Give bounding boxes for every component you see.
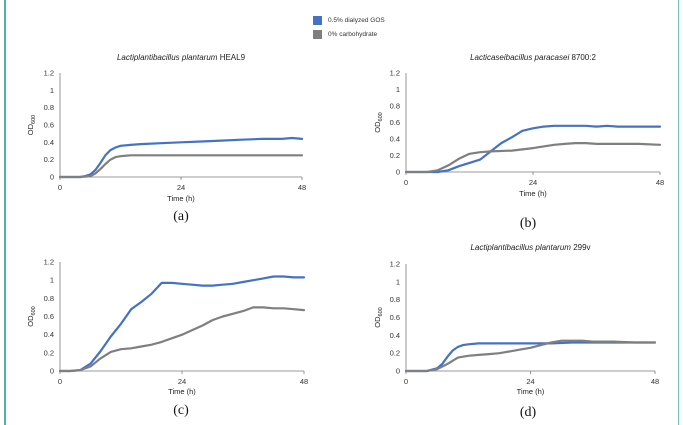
chart-a-series-line-no-carb	[58, 154, 304, 179]
chart-d-ytick-label: 0.2	[390, 349, 400, 358]
chart-c-y-axis-label: OD600	[26, 306, 37, 326]
legend-swatch-gos	[313, 16, 322, 25]
chart-b-xtick-label: 48	[656, 178, 664, 187]
chart-b-title: Lacticaseibacillus paracasei 8700:2	[470, 53, 596, 62]
chart-b-ytick-label: 1.2	[390, 69, 400, 78]
chart-a-y-axis-label: OD600	[26, 115, 37, 135]
chart-a-ytick-label: 0	[50, 173, 54, 182]
chart-b-xtick-label: 24	[529, 178, 537, 187]
chart-c-ytick-label: 0.4	[44, 330, 54, 339]
chart-b-ytick-label: 1	[396, 85, 400, 94]
legend-label-gos: 0.5% dialyzed GOS	[328, 17, 385, 24]
chart-b-y-axis-label: OD600	[373, 112, 384, 132]
chart-d-title: Lactiplantibacillus plantarum 299v	[470, 243, 590, 252]
chart-b-group: 0 0.2 0.4 0.6 0.8 1 1.2 0 24 48 Time (h) OD600 Lacti…	[373, 53, 664, 198]
chart-d-xtick-label: 24	[526, 377, 534, 386]
panel-letter-b: (b)	[519, 216, 537, 231]
chart-b-series-line-no-carb	[404, 142, 662, 174]
chart-a-ytick-label: 1.2	[44, 69, 54, 78]
chart-d-ytick-label: 1.2	[390, 260, 400, 269]
chart-b-ytick-label: 0	[396, 168, 400, 177]
chart-d-ytick-label: 0.4	[390, 331, 400, 340]
chart-a-series-line-gos	[58, 136, 304, 179]
chart-a-group: 0 0.2 0.4 0.6 0.8 1 1.2 0 24 48 Time (h) OD600 Lacti…	[26, 53, 306, 203]
chart-a-x-axis-label: Time (h)	[167, 194, 195, 203]
chart-d-xtick-label: 0	[404, 377, 408, 386]
chart-b-series-line-gos	[404, 124, 662, 174]
chart-d-ytick-label: 0.8	[390, 295, 400, 304]
chart-d-series-line-no-carb	[404, 339, 657, 373]
chart-a-ytick-label: 1	[50, 86, 54, 95]
legend-item-gos: 0.5% dialyzed GOS	[313, 16, 385, 25]
chart-b-ytick-label: 0.4	[390, 135, 400, 144]
chart-d-ytick-label: 0.6	[390, 313, 400, 322]
chart-c-ytick-label: 1.2	[44, 258, 54, 267]
frame-border-left	[4, 0, 6, 425]
chart-a-xtick-label: 48	[298, 183, 306, 192]
chart-d-x-axis-label: Time (h)	[517, 387, 545, 396]
chart-a-xtick-label: 24	[177, 183, 185, 192]
chart-c-series-line-no-carb	[58, 306, 306, 373]
legend-swatch-no-carb	[313, 30, 322, 39]
chart-d-xtick-label: 48	[651, 377, 659, 386]
panel-letter-c: (c)	[173, 403, 189, 418]
panel-letter-a: (a)	[173, 209, 189, 224]
chart-d-ytick-label: 0	[396, 367, 400, 376]
legend-label-no-carb: 0% carbohydrate	[328, 31, 378, 38]
chart-a-title: Lactiplantibacillus plantarum HEAL9	[117, 53, 246, 62]
legend-item-no-carb: 0% carbohydrate	[313, 30, 377, 39]
chart-c-xtick-label: 48	[300, 377, 308, 386]
chart-b-ytick-label: 0.8	[390, 102, 400, 111]
chart-b-ytick-label: 0.6	[390, 118, 400, 127]
chart-c-ytick-label: 0.8	[44, 294, 54, 303]
chart-b-ytick-label: 0.2	[390, 151, 400, 160]
chart-c-series-line-gos	[58, 275, 306, 373]
chart-a-xtick-label: 0	[58, 183, 62, 192]
chart-c-x-axis-label: Time (h)	[168, 387, 196, 396]
chart-c-ytick-label: 0.6	[44, 312, 54, 321]
chart-a-ytick-label: 0.4	[44, 138, 54, 147]
chart-c-ytick-label: 0.2	[44, 348, 54, 357]
chart-b-x-axis-label: Time (h)	[519, 189, 547, 198]
chart-a-ytick-label: 0.2	[44, 155, 54, 164]
chart-c-ytick-label: 1	[50, 276, 54, 285]
chart-a-ytick-label: 0.8	[44, 103, 54, 112]
chart-c-ytick-label: 0	[50, 367, 54, 376]
frame-border-right	[678, 0, 679, 425]
chart-d-ytick-label: 1	[396, 277, 400, 286]
chart-c-group: 0 0.2 0.4 0.6 0.8 1 1.2 0 24 48 Time (h) OD600	[26, 258, 308, 397]
chart-d-y-axis-label: OD600	[373, 307, 384, 327]
chart-a-ytick-label: 0.6	[44, 121, 54, 130]
chart-d-group: 0 0.2 0.4 0.6 0.8 1 1.2 0 24 48 Time (h) OD600 Lacti…	[373, 243, 659, 396]
chart-b-xtick-label: 0	[404, 178, 408, 187]
panel-letter-d: (d)	[519, 405, 537, 420]
chart-c-xtick-label: 0	[58, 377, 62, 386]
chart-c-xtick-label: 24	[178, 377, 186, 386]
